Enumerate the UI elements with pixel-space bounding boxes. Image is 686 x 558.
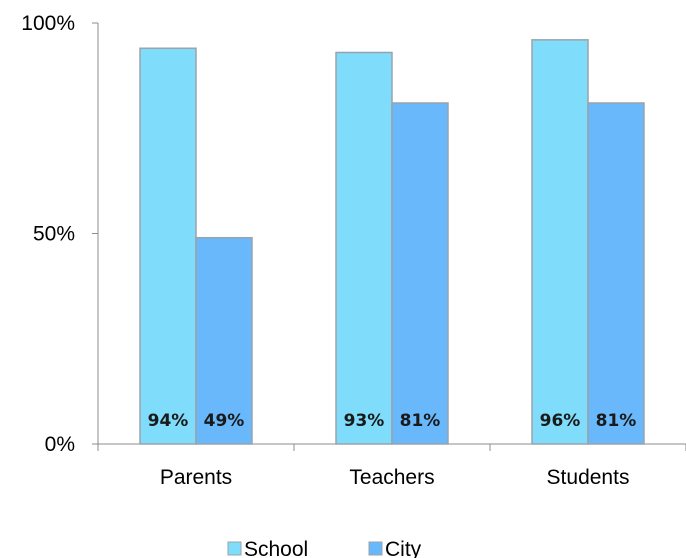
bar-city-parents: [195, 236, 253, 445]
legend-label-school: School: [244, 538, 308, 558]
data-label: 96%: [540, 411, 581, 431]
category-label: Teachers: [349, 466, 434, 489]
chart-bars: [139, 39, 645, 445]
legend-swatch-school: [227, 541, 242, 556]
chart-legend: School City: [227, 538, 422, 558]
y-tick-label: 100%: [21, 12, 75, 35]
category-label: Parents: [160, 466, 232, 489]
chart-category-labels: Parents Teachers Students: [160, 466, 630, 489]
y-tick-label: 0%: [45, 433, 75, 456]
chart-data-labels: 94% 49% 93% 81% 96% 81%: [148, 411, 637, 431]
data-label: 81%: [400, 411, 441, 431]
bar-city-teachers: [391, 102, 449, 445]
data-label: 49%: [204, 411, 245, 431]
bar-school-students: [531, 39, 589, 445]
category-label: Students: [547, 466, 630, 489]
y-tick-label: 50%: [33, 223, 75, 246]
legend-label-city: City: [385, 538, 422, 558]
legend-swatch-city: [368, 541, 383, 556]
bar-school-teachers: [335, 51, 393, 445]
data-label: 93%: [344, 411, 385, 431]
bar-city-students: [587, 102, 645, 445]
data-label: 81%: [596, 411, 637, 431]
data-label: 94%: [148, 411, 189, 431]
bar-school-parents: [139, 47, 197, 445]
